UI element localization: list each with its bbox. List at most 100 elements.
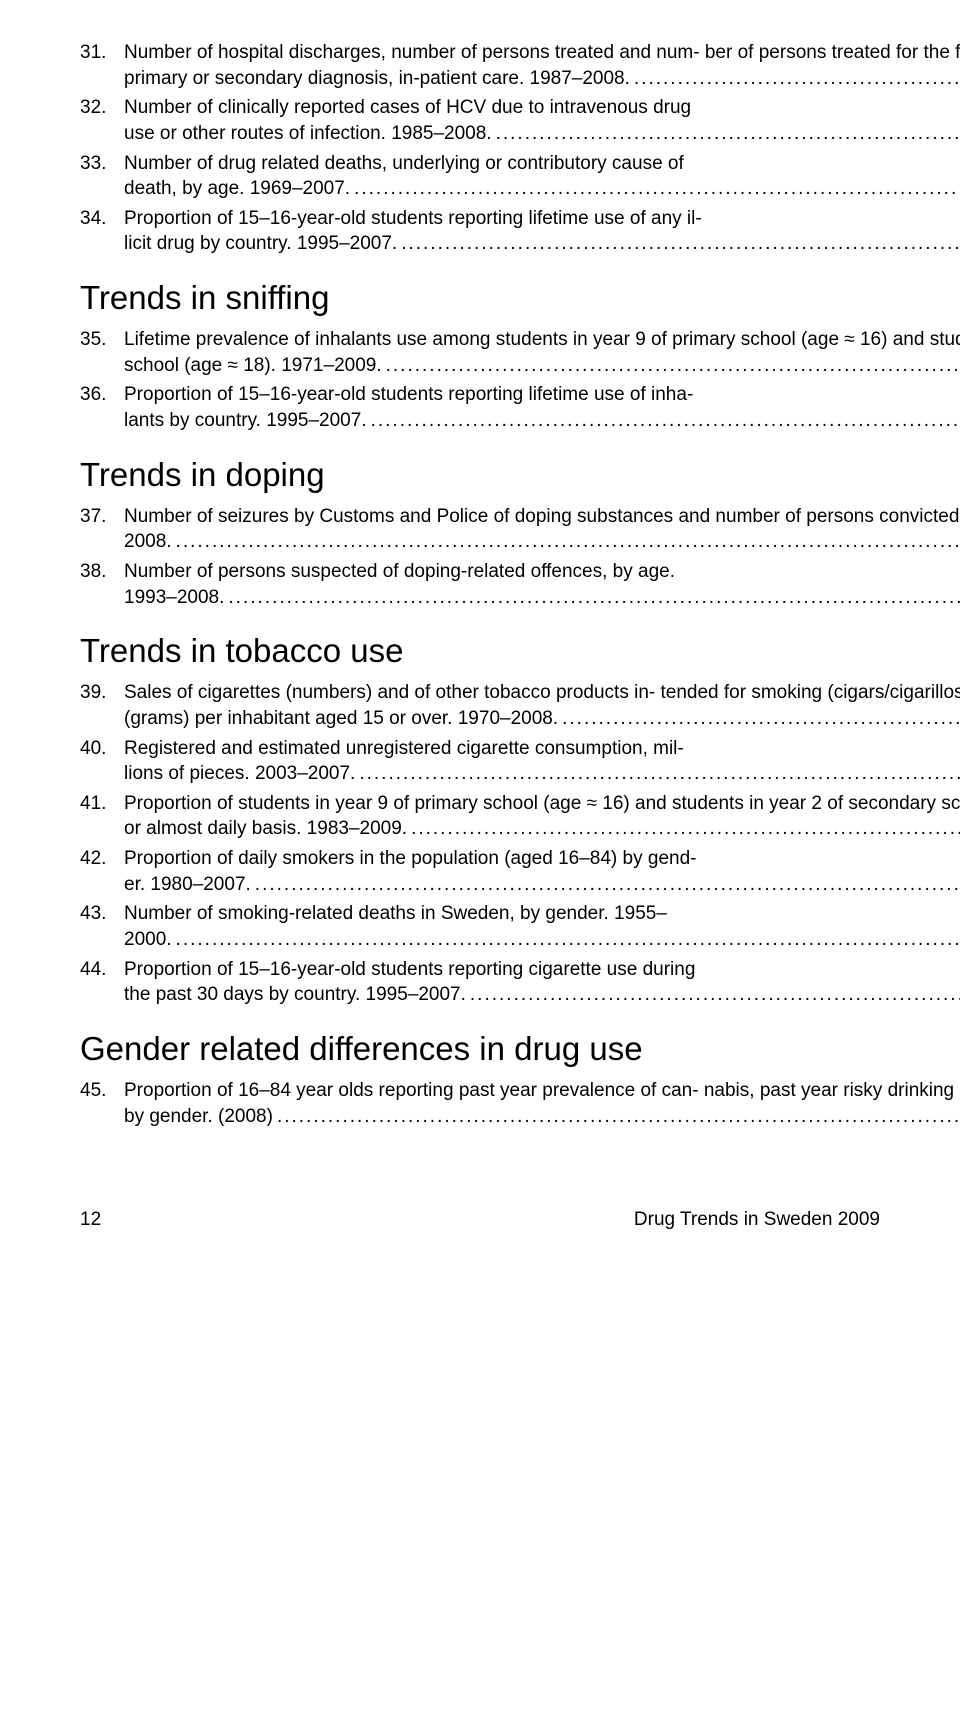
toc-entry-body: Proportion of 15–16-year-old students re… <box>124 382 960 433</box>
toc-entry-body: Number of clinically reported cases of H… <box>124 95 960 146</box>
toc-entry-lasttext: er. 1980–2007. <box>124 872 251 898</box>
toc-entry-text: Lifetime prevalence of inhalants use amo… <box>124 327 960 353</box>
toc-entry-body: Registered and estimated unregistered ci… <box>124 736 960 787</box>
toc-entry-body: Number of drug related deaths, underlyin… <box>124 151 960 202</box>
toc-entry-number: 45. <box>80 1078 124 1104</box>
toc-entry-lasttext: lions of pieces. 2003–2007. <box>124 761 355 787</box>
toc-entry-lastline: 2008. 152 <box>124 529 960 555</box>
toc-entry-body: Number of seizures by Customs and Police… <box>124 504 960 555</box>
toc-leader-dots <box>630 66 960 92</box>
toc-entry: 34.Proportion of 15–16-year-old students… <box>80 206 880 257</box>
toc-leader-dots <box>224 585 960 611</box>
toc-entry-number: 35. <box>80 327 124 353</box>
toc-entry-lastline: lants by country. 1995–2007. 148 <box>124 408 960 434</box>
toc-entry-lasttext: the past 30 days by country. 1995–2007. <box>124 982 466 1008</box>
toc-entry-lasttext: primary or secondary diagnosis, in-patie… <box>124 66 630 92</box>
toc-leader-dots <box>382 353 960 379</box>
toc-entry-number: 31. <box>80 40 124 66</box>
toc-leader-dots <box>367 408 960 434</box>
section-heading: Trends in doping <box>80 456 880 494</box>
toc-entry: 31.Number of hospital discharges, number… <box>80 40 880 91</box>
toc-entry-body: Number of hospital discharges, number of… <box>124 40 960 91</box>
toc-entry-lastline: primary or secondary diagnosis, in-patie… <box>124 66 960 92</box>
toc-entry-text: Proportion of students in year 9 of prim… <box>124 791 960 817</box>
toc-entry-text: Number of drug related deaths, underlyin… <box>124 151 960 177</box>
toc-entry-body: Proportion of students in year 9 of prim… <box>124 791 960 842</box>
toc-entry-lastline: (grams) per inhabitant aged 15 or over. … <box>124 706 960 732</box>
toc-entry-lasttext: lants by country. 1995–2007. <box>124 408 367 434</box>
toc-entry-text: Number of persons suspected of doping-re… <box>124 559 960 585</box>
toc-entry-text: Proportion of 16–84 year olds reporting … <box>124 1078 960 1104</box>
section-heading: Gender related differences in drug use <box>80 1030 880 1068</box>
toc-entry-lastline: use or other routes of infection. 1985–2… <box>124 121 960 147</box>
toc-entry-lastline: 1993–2008. 154 <box>124 585 960 611</box>
toc-entry-text: Number of clinically reported cases of H… <box>124 95 960 121</box>
toc-entry-text: Proportion of daily smokers in the popul… <box>124 846 960 872</box>
toc-entry-body: Number of persons suspected of doping-re… <box>124 559 960 610</box>
toc-leader-dots <box>407 816 960 842</box>
toc-entry-lastline: licit drug by country. 1995–2007. 137 <box>124 231 960 257</box>
toc-entry-body: Proportion of 15–16-year-old students re… <box>124 957 960 1008</box>
toc-entry-number: 44. <box>80 957 124 983</box>
toc-entry-lastline: death, by age. 1969–2007. 133 <box>124 176 960 202</box>
toc-entry-body: Proportion of 16–84 year olds reporting … <box>124 1078 960 1129</box>
toc-leader-dots <box>172 529 960 555</box>
toc-entry-body: Proportion of 15–16-year-old students re… <box>124 206 960 257</box>
footer-page-number: 12 <box>80 1209 101 1231</box>
toc-entry-text: Proportion of 15–16-year-old students re… <box>124 206 960 232</box>
toc-entry-text: Sales of cigarettes (numbers) and of oth… <box>124 680 960 706</box>
toc-entry: 37.Number of seizures by Customs and Pol… <box>80 504 880 555</box>
toc-entry: 42.Proportion of daily smokers in the po… <box>80 846 880 897</box>
toc-entry-lasttext: or almost daily basis. 1983–2009. <box>124 816 407 842</box>
toc-leader-dots <box>558 706 960 732</box>
toc-entry-lastline: the past 30 days by country. 1995–2007. … <box>124 982 960 1008</box>
toc-leader-dots <box>466 982 960 1008</box>
toc-entry-body: Lifetime prevalence of inhalants use amo… <box>124 327 960 378</box>
toc-entry-text: Registered and estimated unregistered ci… <box>124 736 960 762</box>
toc-leader-dots <box>397 231 960 257</box>
toc-entry-number: 42. <box>80 846 124 872</box>
toc-entry-lasttext: school (age ≈ 18). 1971–2009. <box>124 353 382 379</box>
toc-leader-dots <box>355 761 960 787</box>
toc-entry-number: 43. <box>80 901 124 927</box>
toc-entry-lastline: lions of pieces. 2003–2007. 165 <box>124 761 960 787</box>
toc-entry-text: Proportion of 15–16-year-old students re… <box>124 382 960 408</box>
toc-entry: 41.Proportion of students in year 9 of p… <box>80 791 880 842</box>
toc-entry: 45.Proportion of 16–84 year olds reporti… <box>80 1078 880 1129</box>
toc-entry: 40.Registered and estimated unregistered… <box>80 736 880 787</box>
toc-entry-text: Number of seizures by Customs and Police… <box>124 504 960 530</box>
toc-entry-lastline: or almost daily basis. 1983–2009. 167 <box>124 816 960 842</box>
toc-entry-number: 38. <box>80 559 124 585</box>
toc-entry-text: Proportion of 15–16-year-old students re… <box>124 957 960 983</box>
toc-entry-lastline: er. 1980–2007. 169 <box>124 872 960 898</box>
toc-entry-body: Number of smoking-related deaths in Swed… <box>124 901 960 952</box>
toc-entry-lasttext: (grams) per inhabitant aged 15 or over. … <box>124 706 558 732</box>
toc-entry-lastline: 2000. 174 <box>124 927 960 953</box>
section-heading: Trends in tobacco use <box>80 632 880 670</box>
section-heading: Trends in sniffing <box>80 279 880 317</box>
toc-entry-lasttext: 1993–2008. <box>124 585 224 611</box>
toc-entry-number: 34. <box>80 206 124 232</box>
toc-entry-lasttext: 2008. <box>124 529 172 555</box>
toc-entry: 43.Number of smoking-related deaths in S… <box>80 901 880 952</box>
toc-entry-body: Proportion of daily smokers in the popul… <box>124 846 960 897</box>
toc-entry-text: Number of hospital discharges, number of… <box>124 40 960 66</box>
toc-entry: 44.Proportion of 15–16-year-old students… <box>80 957 880 1008</box>
toc-entry: 39.Sales of cigarettes (numbers) and of … <box>80 680 880 731</box>
toc-content: 31.Number of hospital discharges, number… <box>80 40 880 1129</box>
toc-entry-lastline: school (age ≈ 18). 1971–2009. 142 <box>124 353 960 379</box>
toc-leader-dots <box>492 121 960 147</box>
toc-entry-number: 39. <box>80 680 124 706</box>
page-footer: 12 Drug Trends in Sweden 2009 <box>80 1209 880 1231</box>
toc-leader-dots <box>273 1104 960 1130</box>
toc-entry-number: 36. <box>80 382 124 408</box>
toc-entry-number: 37. <box>80 504 124 530</box>
toc-entry: 33.Number of drug related deaths, underl… <box>80 151 880 202</box>
toc-entry-lasttext: 2000. <box>124 927 172 953</box>
toc-entry-lasttext: licit drug by country. 1995–2007. <box>124 231 397 257</box>
toc-entry: 38.Number of persons suspected of doping… <box>80 559 880 610</box>
toc-entry-lasttext: death, by age. 1969–2007. <box>124 176 350 202</box>
toc-entry: 35.Lifetime prevalence of inhalants use … <box>80 327 880 378</box>
toc-entry-number: 33. <box>80 151 124 177</box>
toc-entry-body: Sales of cigarettes (numbers) and of oth… <box>124 680 960 731</box>
